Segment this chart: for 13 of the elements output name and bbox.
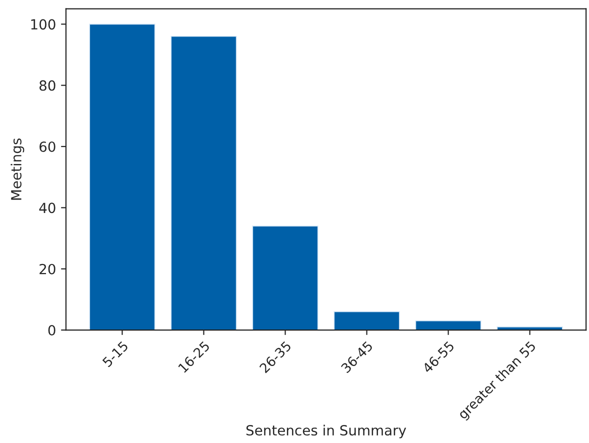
y-tick-label: 100	[31, 19, 56, 30]
y-tick-label: 20	[40, 264, 56, 274]
y-axis-title: Meetings	[10, 138, 24, 200]
bar	[334, 311, 400, 330]
y-tick-label: 60	[40, 141, 56, 152]
bar	[415, 320, 482, 330]
y-tick-label: 0	[48, 325, 56, 336]
x-axis-title: Sentences in Summary	[246, 424, 406, 438]
bar	[170, 36, 237, 330]
y-tick-label: 80	[40, 80, 56, 91]
bar	[89, 24, 156, 330]
y-tick-label: 40	[39, 202, 56, 214]
bar	[252, 226, 318, 330]
